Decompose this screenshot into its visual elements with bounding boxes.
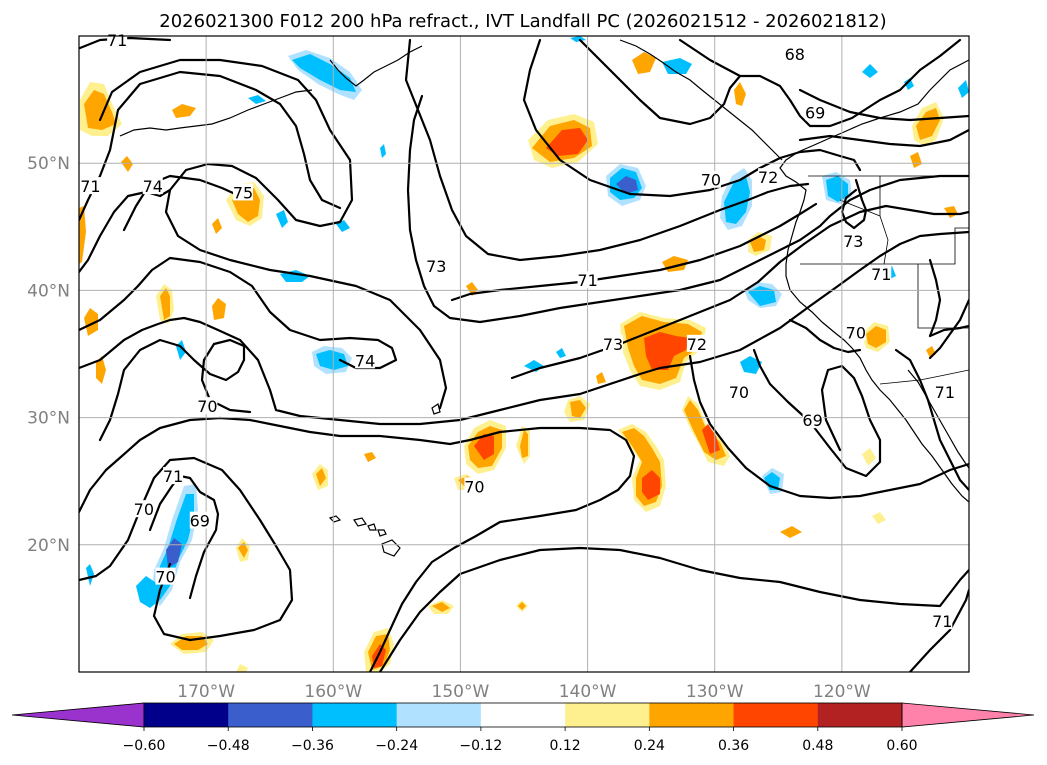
map-plot-area[interactable]: 71 71 74 75 73 71 74 73 72 70 72 68 69 73 71 70 70 69 71 70… (78, 31, 970, 673)
contour-label: 71 (163, 467, 183, 486)
colorbar-bin (396, 703, 482, 727)
contour-label-bg (603, 334, 623, 352)
contour-label-bg (197, 397, 218, 415)
lon-tick-label: 120°W (813, 682, 871, 702)
lat-tick-label: 50°N (27, 154, 70, 174)
contour-labels: 71 71 74 75 73 71 74 73 72 70 72 68 69 73 71 70 70 69 71 70… (80, 31, 955, 631)
lon-tick-label: 130°W (686, 682, 744, 702)
contour-label-bg (142, 177, 163, 195)
colorbar-bin (480, 703, 566, 727)
contour-label: 74 (143, 177, 163, 196)
colorbar-bin (733, 703, 819, 727)
contour-label: 69 (805, 103, 825, 122)
contour-label: 71 (871, 265, 891, 284)
colorbar-tick-label: −0.36 (291, 738, 334, 754)
contour-label-bg (80, 177, 101, 195)
colorbar-bin (228, 703, 313, 727)
contour-label: 70 (197, 397, 217, 416)
contour-label-bg (163, 467, 184, 485)
colorbar-tick-label: −0.60 (123, 738, 166, 754)
contour-label-bg (464, 477, 485, 495)
contour-label: 72 (687, 335, 707, 354)
contour-label-bg (355, 351, 376, 369)
colorbar-tick-label: 0.12 (550, 738, 581, 754)
coastlines (119, 39, 969, 503)
colorbar-tick-label: 0.60 (886, 738, 917, 754)
lon-tick-label: 170°W (177, 682, 235, 702)
contour-label: 70 (846, 323, 866, 342)
latitude-tick-labels: 20°N 30°N 40°N 50°N (27, 154, 70, 556)
contour-label: 70 (464, 477, 484, 496)
contour-label-bg (189, 511, 210, 529)
lat-tick-label: 20°N (27, 536, 70, 556)
contour-label: 69 (190, 512, 210, 531)
contour-label: 71 (577, 271, 597, 290)
colorbar-tick-label: −0.12 (459, 738, 502, 754)
contour-label: 73 (603, 335, 623, 354)
contour-label-bg (758, 168, 779, 186)
lat-tick-label: 30°N (27, 409, 70, 429)
contour-label: 71 (932, 612, 952, 631)
colorbar-tick-label: −0.48 (207, 738, 250, 754)
map-frame (78, 35, 970, 673)
contour-label: 72 (758, 168, 778, 187)
contour-label-bg (426, 257, 447, 275)
lon-tick-label: 140°W (559, 682, 617, 702)
colorbar-tick-label: −0.24 (375, 738, 418, 754)
longitude-tick-labels: 170°W 160°W 150°W 140°W 130°W 120°W (177, 682, 871, 702)
contour-label-bg (932, 612, 953, 630)
contour-label-bg (107, 30, 128, 48)
contour-label-bg (871, 264, 892, 282)
contour-label-bg (155, 567, 176, 585)
contour-label: 71 (107, 31, 127, 50)
colorbar-extend-max (901, 702, 1035, 728)
contour-label-bg (784, 44, 805, 62)
contour-label-bg (845, 323, 866, 341)
contour-label: 74 (355, 351, 375, 370)
contour-label-bg (934, 383, 955, 401)
contour-label-bg (133, 500, 154, 518)
colorbar-bin (817, 703, 903, 727)
contour-label: 70 (134, 500, 154, 519)
contour-label: 70 (701, 171, 721, 190)
colorbar-tick-label: 0.24 (634, 738, 665, 754)
contour-label: 69 (802, 411, 822, 430)
colorbar-tick-label: 0.36 (718, 738, 749, 754)
contour-label-bg (686, 334, 707, 352)
lon-tick-label: 150°W (432, 682, 490, 702)
colorbar-tick-label: 0.48 (802, 738, 833, 754)
map-background (79, 36, 969, 672)
contour-label: 71 (80, 177, 100, 196)
contour-label: 73 (426, 257, 446, 276)
colorbar-bin (312, 703, 398, 727)
lon-tick-label: 160°W (304, 682, 362, 702)
contour-label-bg (802, 411, 823, 429)
contour-label: 75 (233, 183, 253, 202)
contour-label: 68 (785, 45, 805, 64)
contour-label-bg (805, 103, 826, 121)
colorbar-outline (143, 702, 903, 728)
colorbar-bin (565, 703, 650, 727)
colorbar-extend-min (11, 702, 145, 728)
contour-label-bg (577, 271, 598, 289)
contour-label: 71 (935, 383, 955, 402)
contour-label-bg (843, 231, 864, 249)
colorbar: −0.60 −0.48 −0.36 −0.24 −0.12 0.12 0.24 0.36 0.4… (11, 702, 1035, 754)
contour-label: 70 (729, 383, 749, 402)
contour-label-bg (233, 183, 254, 201)
contour-label: 73 (843, 232, 863, 251)
contour-label-bg (700, 170, 721, 188)
colorbar-bin (649, 703, 735, 727)
hawaiian-islands (328, 403, 441, 557)
map-title: 2026021300 F012 200 hPa refract., IVT La… (159, 11, 886, 32)
contour-label: 70 (155, 568, 175, 587)
lat-tick-label: 40°N (27, 281, 70, 301)
colorbar-bin (144, 703, 229, 727)
contour-label-bg (728, 383, 749, 401)
